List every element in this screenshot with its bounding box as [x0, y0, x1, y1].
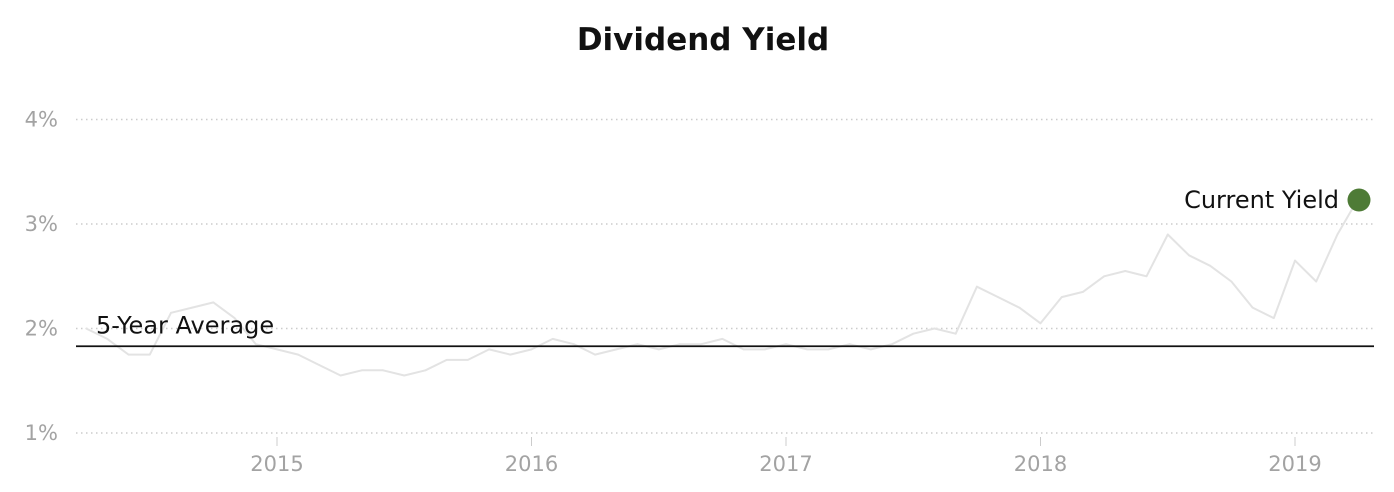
yield-data-point	[954, 332, 957, 335]
yield-data-point	[382, 369, 384, 372]
y-tick-label: 2%	[25, 317, 58, 341]
yield-data-point	[657, 348, 660, 351]
x-axis-ticks: 2015 2016 2017 2018 2019	[250, 437, 1322, 476]
yield-data-point	[170, 311, 172, 314]
yield-data-point	[700, 343, 703, 346]
y-axis-ticks: 1% 2% 3% 4%	[25, 108, 58, 446]
yield-data-point	[1060, 296, 1063, 299]
yield-data-point	[573, 343, 575, 346]
yield-data-point	[551, 338, 554, 340]
x-tick-label: 2016	[505, 452, 558, 476]
yield-data-point	[827, 348, 830, 351]
yield-data-point	[975, 285, 978, 288]
reference-layer: 5-Year Average	[76, 311, 1374, 348]
y-tick-label: 3%	[25, 212, 58, 236]
yield-data-point	[106, 338, 109, 340]
yield-data-point	[509, 353, 512, 356]
x-tick-label: 2017	[759, 452, 812, 476]
current-yield-label: Current Yield	[1184, 186, 1339, 214]
yield-data-point	[1294, 259, 1296, 262]
x-tick-label: 2018	[1014, 452, 1067, 476]
yield-data-point	[445, 358, 448, 361]
grid-layer	[76, 118, 1374, 434]
yield-data-point	[1272, 317, 1275, 319]
x-tick-label: 2019	[1268, 452, 1321, 476]
yield-data-point	[1209, 264, 1212, 267]
yield-data-point	[1039, 322, 1042, 325]
yield-data-point	[318, 364, 321, 366]
yield-data-point	[912, 332, 915, 335]
yield-data-point	[933, 327, 936, 330]
yield-data-point	[679, 343, 681, 346]
yield-data-point	[233, 317, 236, 319]
chart-title: Dividend Yield	[576, 22, 830, 58]
yield-data-point	[1336, 233, 1339, 236]
yield-data-point	[1166, 233, 1169, 236]
yield-data-point	[742, 348, 745, 351]
yield-data-point	[127, 353, 130, 356]
yield-data-point	[1124, 270, 1127, 272]
yield-data-point	[848, 343, 851, 346]
yield-data-point	[191, 306, 194, 309]
yield-data-point	[466, 358, 469, 361]
yield-data-point	[276, 348, 278, 351]
marker-layer: Current Yield	[1184, 186, 1371, 214]
yield-data-point	[1230, 280, 1233, 283]
yield-data-point	[530, 348, 533, 351]
yield-data-point	[1188, 254, 1190, 257]
yield-data-point	[339, 374, 342, 377]
yield-data-point	[1018, 306, 1021, 309]
yield-data-point	[1145, 275, 1148, 278]
yield-data-point	[424, 369, 427, 372]
yield-data-point	[488, 348, 490, 351]
yield-data-point	[806, 348, 809, 351]
yield-data-point	[254, 343, 257, 346]
yield-data-point	[997, 296, 999, 299]
yield-data-point	[615, 348, 618, 351]
series-layer	[85, 196, 1360, 377]
yield-data-point	[85, 327, 88, 330]
current-yield-marker	[1347, 188, 1371, 212]
yield-data-point	[785, 343, 787, 346]
y-tick-label: 4%	[25, 108, 58, 132]
five-year-average-label: 5-Year Average	[96, 311, 274, 339]
yield-data-point	[763, 348, 766, 351]
yield-data-point	[891, 343, 893, 346]
yield-data-point	[721, 338, 724, 340]
yield-data-point	[1251, 306, 1254, 309]
yield-data-point	[403, 374, 406, 377]
yield-data-point	[148, 353, 151, 356]
yield-data-point	[360, 369, 363, 372]
x-tick-label: 2015	[250, 452, 303, 476]
y-tick-label: 1%	[25, 421, 58, 445]
yield-data-point	[869, 348, 872, 351]
yield-data-point	[212, 301, 215, 304]
yield-data-point	[594, 353, 597, 356]
yield-data-point	[297, 353, 300, 356]
yield-data-point	[1103, 275, 1106, 278]
yield-data-point	[1082, 291, 1084, 293]
yield-data-point	[636, 343, 639, 346]
yield-data-point	[1315, 280, 1318, 283]
